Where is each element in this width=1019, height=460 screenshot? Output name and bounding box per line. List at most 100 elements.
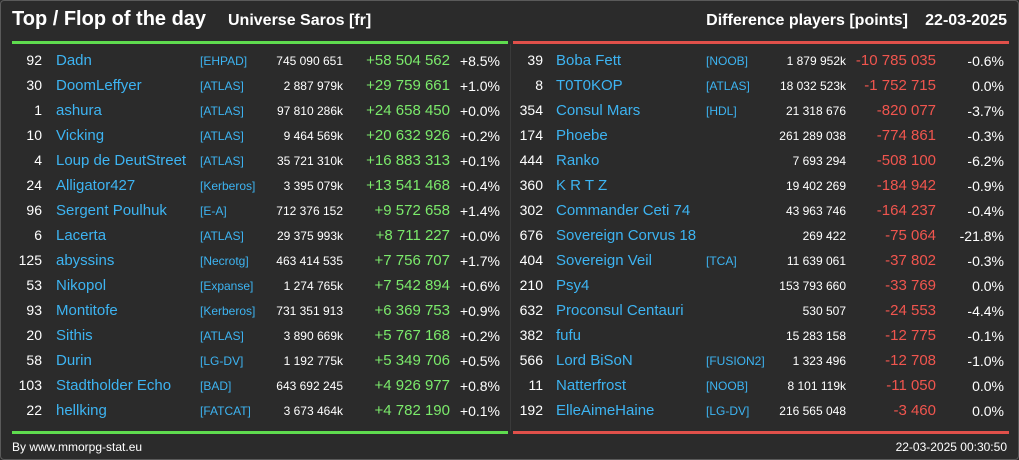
alliance-tag-link[interactable]: [ATLAS] — [200, 104, 244, 118]
player-percent-change: +0.0% — [459, 228, 500, 244]
player-percent-change: -21.8% — [959, 228, 1004, 244]
player-points-diff: -37 802 — [885, 252, 936, 269]
player-name-link[interactable]: Sithis — [56, 327, 93, 344]
player-rank: 360 — [519, 177, 543, 193]
player-name-link[interactable]: Sergent Poulhuk — [56, 202, 167, 219]
alliance-tag-link[interactable]: [Kerberos] — [200, 179, 256, 193]
player-name-link[interactable]: abyssins — [56, 252, 115, 269]
player-total-points: 35 721 310k — [276, 154, 343, 168]
player-percent-change: +0.6% — [459, 278, 500, 294]
player-rank: 20 — [26, 327, 42, 343]
player-name-link[interactable]: K R T Z — [556, 177, 608, 194]
player-percent-change: 0.0% — [972, 403, 1004, 419]
alliance-tag-link[interactable]: [NOOB] — [706, 379, 749, 393]
alliance-tag-link[interactable]: [ATLAS] — [706, 79, 750, 93]
alliance-tag-link[interactable]: [EHPAD] — [200, 54, 248, 68]
player-percent-change: 0.0% — [972, 78, 1004, 94]
player-name-link[interactable]: ElleAimeHaine — [556, 402, 655, 419]
alliance-tag-link[interactable]: [HDL] — [706, 104, 737, 118]
table-row: 53 Nikopol [Expanse] 1 274 765k +7 542 894 +0… — [12, 273, 508, 298]
player-points-diff: +8 711 227 — [375, 227, 450, 244]
player-total-points: 15 283 158 — [785, 329, 846, 343]
player-rank: 96 — [26, 202, 42, 218]
player-name-link[interactable]: fufu — [556, 327, 582, 344]
player-total-points: 745 090 651 — [276, 54, 343, 68]
player-name-link[interactable]: Proconsul Centauri — [556, 302, 684, 319]
player-points-diff: +4 782 190 — [374, 402, 451, 419]
alliance-tag-link[interactable]: [LG-DV] — [706, 404, 750, 418]
player-points-diff: -11 050 — [886, 377, 936, 394]
alliance-tag-link[interactable]: [FUSION2] — [706, 354, 765, 368]
player-total-points: 216 565 048 — [779, 404, 846, 418]
player-rank: 632 — [519, 302, 543, 318]
table-row: 4 Loup de DeutStreet [ATLAS] 35 721 310k +16… — [12, 148, 508, 173]
player-total-points: 43 963 746 — [785, 204, 846, 218]
player-points-diff: +9 572 658 — [374, 202, 451, 219]
player-name-link[interactable]: Vicking — [56, 127, 105, 144]
table-row: 96 Sergent Poulhuk [E-A] 712 376 152 +9 572 … — [12, 198, 508, 223]
player-name-link[interactable]: Stadtholder Echo — [56, 377, 172, 394]
player-total-points: 530 507 — [802, 304, 846, 318]
alliance-tag-link[interactable]: [ATLAS] — [200, 154, 244, 168]
player-name-link[interactable]: T0T0KOP — [556, 77, 623, 94]
player-rank: 24 — [26, 177, 42, 193]
alliance-tag-link[interactable]: [NOOB] — [706, 54, 749, 68]
player-points-diff: +29 759 661 — [366, 77, 450, 94]
alliance-tag-link[interactable]: [ATLAS] — [200, 329, 244, 343]
player-name-link[interactable]: Lord BiSoN — [556, 352, 633, 369]
alliance-tag-link[interactable]: [ATLAS] — [200, 129, 244, 143]
player-percent-change: -1.0% — [967, 353, 1004, 369]
player-name-link[interactable]: Dadn — [56, 52, 92, 69]
player-rank: 10 — [26, 127, 42, 143]
alliance-tag-link[interactable]: [TCA] — [706, 254, 737, 268]
alliance-tag-link[interactable]: [Expanse] — [200, 279, 254, 293]
player-name-link[interactable]: Lacerta — [56, 227, 107, 244]
page-title: Top / Flop of the day — [12, 8, 207, 30]
table-row: 676 Sovereign Corvus 18 269 422 -75 064 -21.… — [513, 223, 1009, 248]
table-row: 354 Consul Mars [HDL] 21 318 676 -820 077 -3.… — [513, 98, 1009, 123]
player-points-diff: +6 369 753 — [374, 302, 451, 319]
alliance-tag-link[interactable]: [BAD] — [200, 379, 232, 393]
player-name-link[interactable]: Sovereign Veil — [556, 252, 652, 269]
player-name-link[interactable]: Commander Ceti 74 — [556, 202, 691, 219]
player-rank: 53 — [26, 277, 42, 293]
player-rank: 58 — [26, 352, 42, 368]
player-name-link[interactable]: DoomLeffyer — [56, 77, 142, 94]
player-rank: 8 — [535, 77, 543, 93]
top-accent-bar — [12, 41, 508, 44]
footer-timestamp: 22-03-2025 00:30:50 — [895, 440, 1007, 454]
player-name-link[interactable]: Consul Mars — [556, 102, 641, 119]
player-name-link[interactable]: Boba Fett — [556, 52, 622, 69]
alliance-tag-link[interactable]: [LG-DV] — [200, 354, 244, 368]
table-row: 93 Montitofe [Kerberos] 731 351 913 +6 369 7… — [12, 298, 508, 323]
player-name-link[interactable]: Nikopol — [56, 277, 107, 294]
player-name-link[interactable]: Psy4 — [556, 277, 590, 294]
player-percent-change: 0.0% — [972, 278, 1004, 294]
player-name-link[interactable]: Phoebe — [556, 127, 608, 144]
alliance-tag-link[interactable]: [ATLAS] — [200, 79, 244, 93]
alliance-tag-link[interactable]: [Necrotg] — [200, 254, 249, 268]
player-name-link[interactable]: Natterfrost — [556, 377, 627, 394]
player-name-link[interactable]: Ranko — [556, 152, 600, 169]
player-name-link[interactable]: Loup de DeutStreet — [56, 152, 187, 169]
player-name-link[interactable]: Durin — [56, 352, 92, 369]
player-rank: 676 — [519, 227, 543, 243]
alliance-tag-link[interactable]: [ATLAS] — [200, 229, 244, 243]
table-row: 382 fufu 15 283 158 -12 775 -0.1% — [513, 323, 1009, 348]
player-name-link[interactable]: Alligator427 — [56, 177, 136, 194]
player-total-points: 1 323 496 — [792, 354, 846, 368]
player-name-link[interactable]: Montitofe — [56, 302, 118, 319]
player-points-diff: -184 942 — [876, 177, 936, 194]
player-total-points: 7 693 294 — [792, 154, 846, 168]
alliance-tag-link[interactable]: [Kerberos] — [200, 304, 256, 318]
alliance-tag-link[interactable]: [E-A] — [200, 204, 227, 218]
table-row: 22 hellking [FATCAT] 3 673 464k +4 782 190 +0… — [12, 398, 508, 423]
player-rank: 103 — [18, 377, 42, 393]
player-total-points: 21 318 676 — [785, 104, 846, 118]
player-points-diff: -12 775 — [885, 327, 936, 344]
player-name-link[interactable]: Sovereign Corvus 18 — [556, 227, 697, 244]
alliance-tag-link[interactable]: [FATCAT] — [200, 404, 251, 418]
player-name-link[interactable]: hellking — [56, 402, 107, 419]
player-name-link[interactable]: ashura — [56, 102, 102, 119]
source-credit: By www.mmorpg-stat.eu — [12, 440, 143, 454]
